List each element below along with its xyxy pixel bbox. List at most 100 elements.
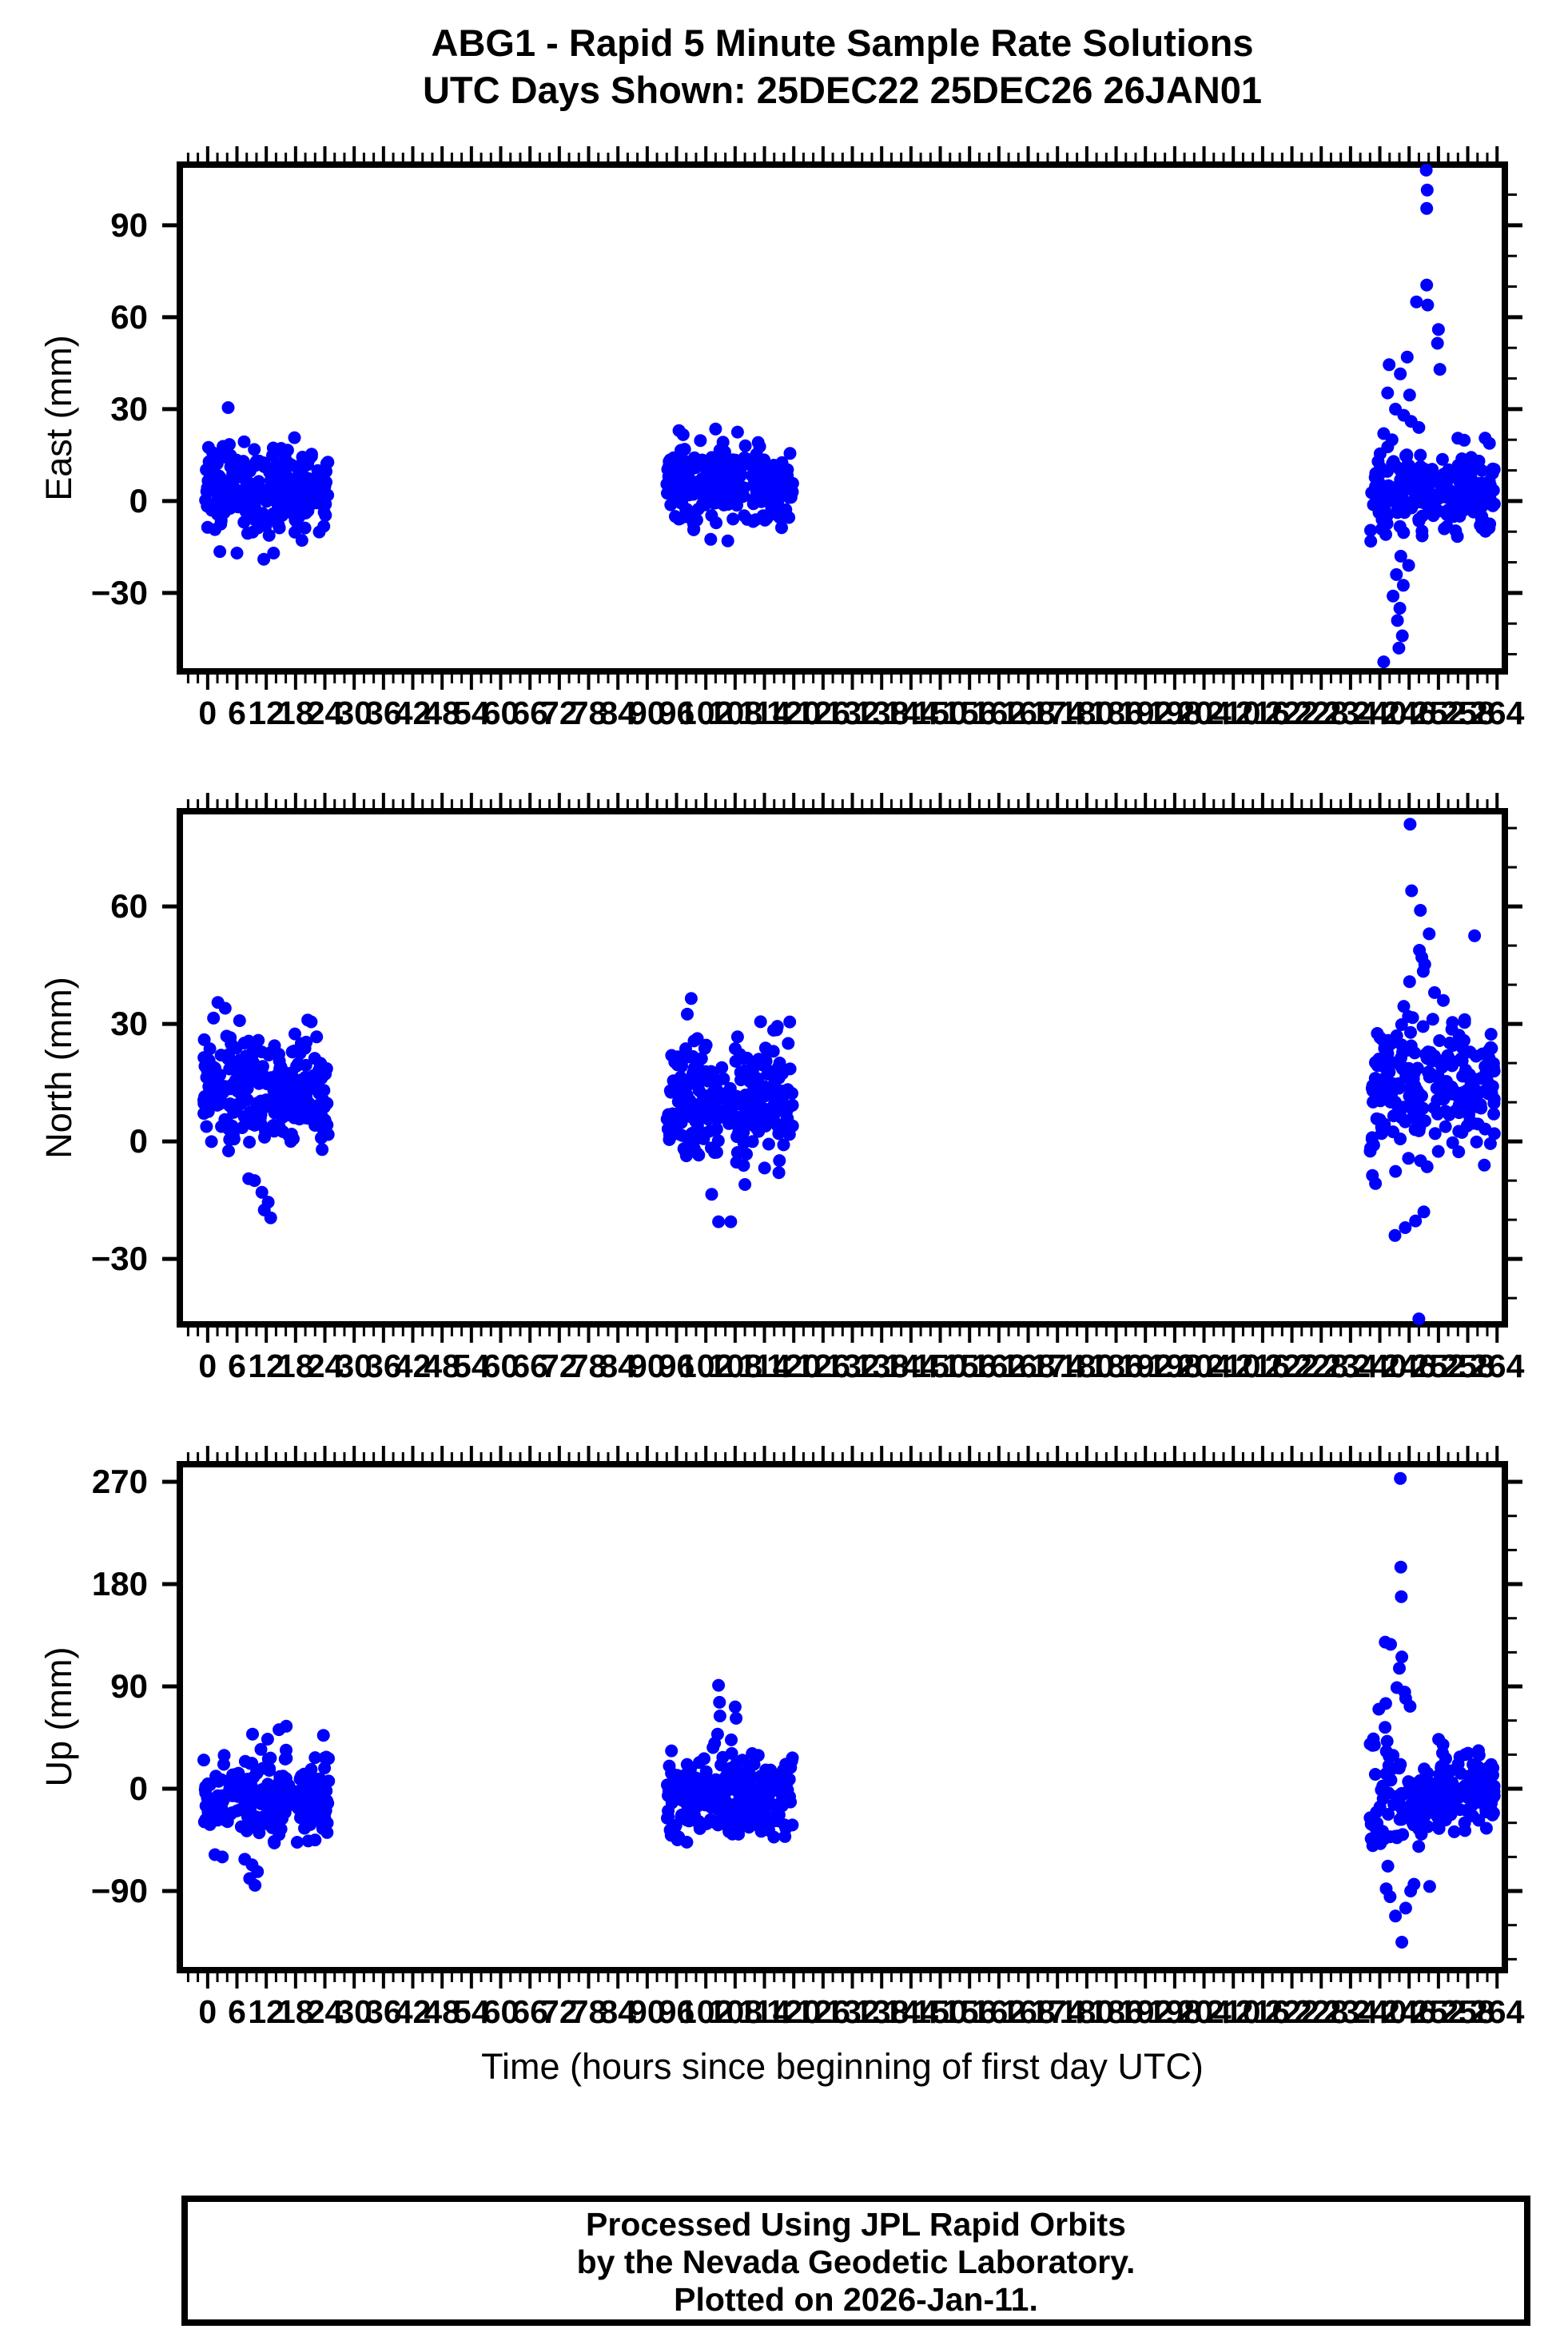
data-point-outlier (1419, 163, 1433, 177)
data-point (221, 1052, 235, 1065)
data-point (269, 463, 282, 476)
data-point (718, 1817, 732, 1831)
x-tick-label: 24 (307, 1993, 344, 2030)
data-point (312, 480, 324, 493)
data-point (767, 508, 781, 521)
data-point (239, 1116, 253, 1129)
data-point (697, 1132, 710, 1145)
data-point (1461, 1097, 1474, 1111)
data-point (259, 519, 273, 532)
data-point (1392, 1762, 1406, 1775)
data-point (1447, 1825, 1461, 1838)
data-point (1433, 1034, 1447, 1047)
data-point-outlier (280, 1719, 293, 1733)
data-point-outlier (230, 547, 244, 559)
data-point (1437, 1092, 1451, 1105)
data-point (772, 1127, 786, 1141)
data-point (1435, 452, 1449, 466)
data-point (209, 523, 221, 536)
data-point (726, 512, 740, 526)
data-point-outlier (709, 422, 722, 436)
east-panel: 0 6 12182430364248546066727884909610210811… (91, 146, 1525, 731)
data-point (1458, 433, 1471, 447)
data-point (714, 1758, 728, 1772)
x-tick-label: 198 (1148, 1348, 1202, 1384)
data-point (773, 1154, 786, 1168)
data-point (1375, 1825, 1389, 1838)
data-point-outlier (1407, 1877, 1421, 1891)
data-point (201, 1805, 215, 1819)
x-tick-label: 18 (277, 1993, 314, 2030)
data-point (1431, 1053, 1444, 1066)
data-point (1481, 1796, 1494, 1809)
data-point (230, 1804, 244, 1817)
data-point-outlier (207, 1011, 221, 1025)
data-point-outlier (1420, 278, 1434, 292)
data-point (705, 1801, 718, 1814)
data-point (1383, 1750, 1396, 1763)
data-point (217, 1749, 231, 1762)
data-point (1380, 508, 1394, 522)
data-point (213, 1812, 227, 1825)
data-point (205, 472, 218, 486)
data-point-outlier (1414, 904, 1427, 917)
data-point (1387, 1798, 1401, 1811)
data-point (695, 453, 709, 467)
data-point-outlier (1394, 1471, 1407, 1485)
x-tick-label: 12 (248, 1348, 285, 1384)
data-point (758, 1161, 771, 1175)
data-point (730, 1030, 744, 1044)
data-point-outlier (712, 1678, 726, 1692)
x-tick-label: 156 (942, 1993, 997, 2030)
data-point (1389, 1165, 1403, 1178)
data-point-outlier (1437, 993, 1450, 1007)
x-tick-label: 48 (424, 1348, 460, 1384)
data-point (273, 1795, 286, 1809)
data-point (698, 1041, 711, 1055)
footer-line-1: Processed Using JPL Rapid Orbits (586, 2206, 1126, 2243)
x-tick-label: 66 (511, 695, 548, 731)
x-tick-label: 210 (1206, 695, 1260, 731)
data-point (1484, 1758, 1498, 1771)
data-point (213, 1801, 226, 1813)
data-point (681, 1802, 694, 1815)
data-point-outlier (1389, 1909, 1403, 1923)
data-points (199, 163, 1501, 669)
data-point (1446, 1055, 1459, 1069)
x-tick-label: 42 (395, 695, 432, 731)
data-point (1387, 455, 1400, 468)
data-point (742, 1821, 756, 1834)
data-point (1458, 494, 1471, 508)
data-point (754, 1015, 767, 1029)
x-tick-label: 54 (453, 695, 490, 731)
data-point (1405, 1788, 1419, 1802)
data-point (225, 1037, 238, 1051)
x-tick-label: 192 (1118, 1348, 1172, 1384)
data-point (308, 1751, 322, 1765)
data-point-outlier (249, 1878, 262, 1892)
data-point (1379, 1721, 1392, 1734)
data-point-outlier (1420, 201, 1434, 215)
plot-frame (177, 808, 1508, 1328)
data-point (293, 484, 307, 498)
data-point (716, 436, 730, 449)
data-point-outlier (1423, 1880, 1436, 1893)
data-point (1415, 1805, 1429, 1819)
data-point (232, 470, 245, 484)
data-point (291, 1109, 304, 1123)
data-point (772, 1166, 786, 1180)
data-point-outlier (664, 1829, 678, 1842)
data-point-outlier (1385, 433, 1399, 447)
data-point (1431, 1069, 1445, 1083)
data-point (781, 1083, 794, 1097)
x-tick-label: 90 (629, 1348, 666, 1384)
x-tick-label: 168 (1001, 1348, 1055, 1384)
data-point (783, 1015, 797, 1029)
data-point (718, 1802, 730, 1815)
data-point (215, 479, 229, 492)
data-point (321, 456, 335, 469)
data-point (696, 497, 709, 511)
data-point (300, 1794, 314, 1808)
x-tick-label: 6 (228, 1993, 246, 2030)
data-point (279, 1109, 293, 1122)
